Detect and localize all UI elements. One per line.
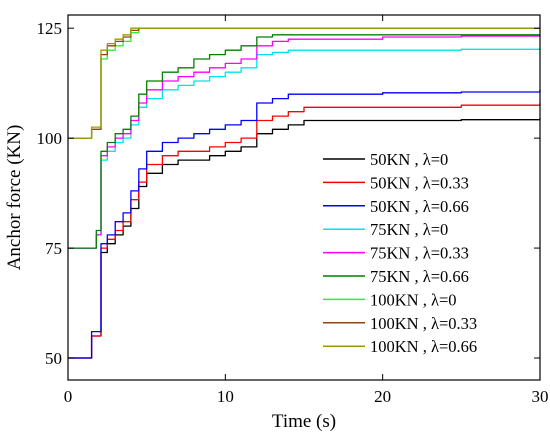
legend-label: 75KN , λ=0 — [370, 220, 448, 239]
legend: 50KN , λ=0 50KN , λ=0.33 50KN , λ=0.66 75KN… — [323, 150, 477, 356]
axis-ticks: 0 10 20 30 50 75 100 125 — [37, 15, 549, 406]
y-tick-label: 75 — [45, 239, 62, 258]
series-layer — [68, 27, 541, 359]
series-line-3 — [68, 48, 541, 249]
series-line-0 — [68, 118, 541, 359]
legend-label: 50KN , λ=0.33 — [370, 173, 469, 192]
legend-label: 100KN , λ=0.33 — [370, 314, 477, 333]
legend-label: 50KN , λ=0.66 — [370, 197, 469, 216]
legend-label: 75KN , λ=0.66 — [370, 267, 469, 286]
legend-label: 75KN , λ=0.33 — [370, 244, 469, 263]
x-tick-label: 0 — [64, 387, 73, 406]
legend-label: 100KN , λ=0 — [370, 290, 457, 309]
plot-frame — [67, 14, 541, 381]
y-tick-label: 100 — [37, 129, 63, 148]
series-line-5 — [68, 34, 540, 249]
x-tick-label: 20 — [374, 387, 391, 406]
legend-label: 100KN , λ=0.66 — [370, 337, 477, 356]
y-tick-label: 50 — [45, 349, 62, 368]
series-line-4 — [68, 34, 541, 249]
y-axis-label: Anchor force (KN) — [4, 125, 25, 271]
x-axis-label: Time (s) — [272, 411, 336, 432]
legend-label: 50KN , λ=0 — [370, 150, 448, 169]
series-line-2 — [68, 89, 541, 359]
x-tick-label: 30 — [532, 387, 549, 406]
x-tick-label: 10 — [217, 387, 234, 406]
series-line-1 — [68, 103, 541, 359]
y-tick-label: 125 — [37, 19, 63, 38]
series-line-8 — [68, 27, 540, 139]
